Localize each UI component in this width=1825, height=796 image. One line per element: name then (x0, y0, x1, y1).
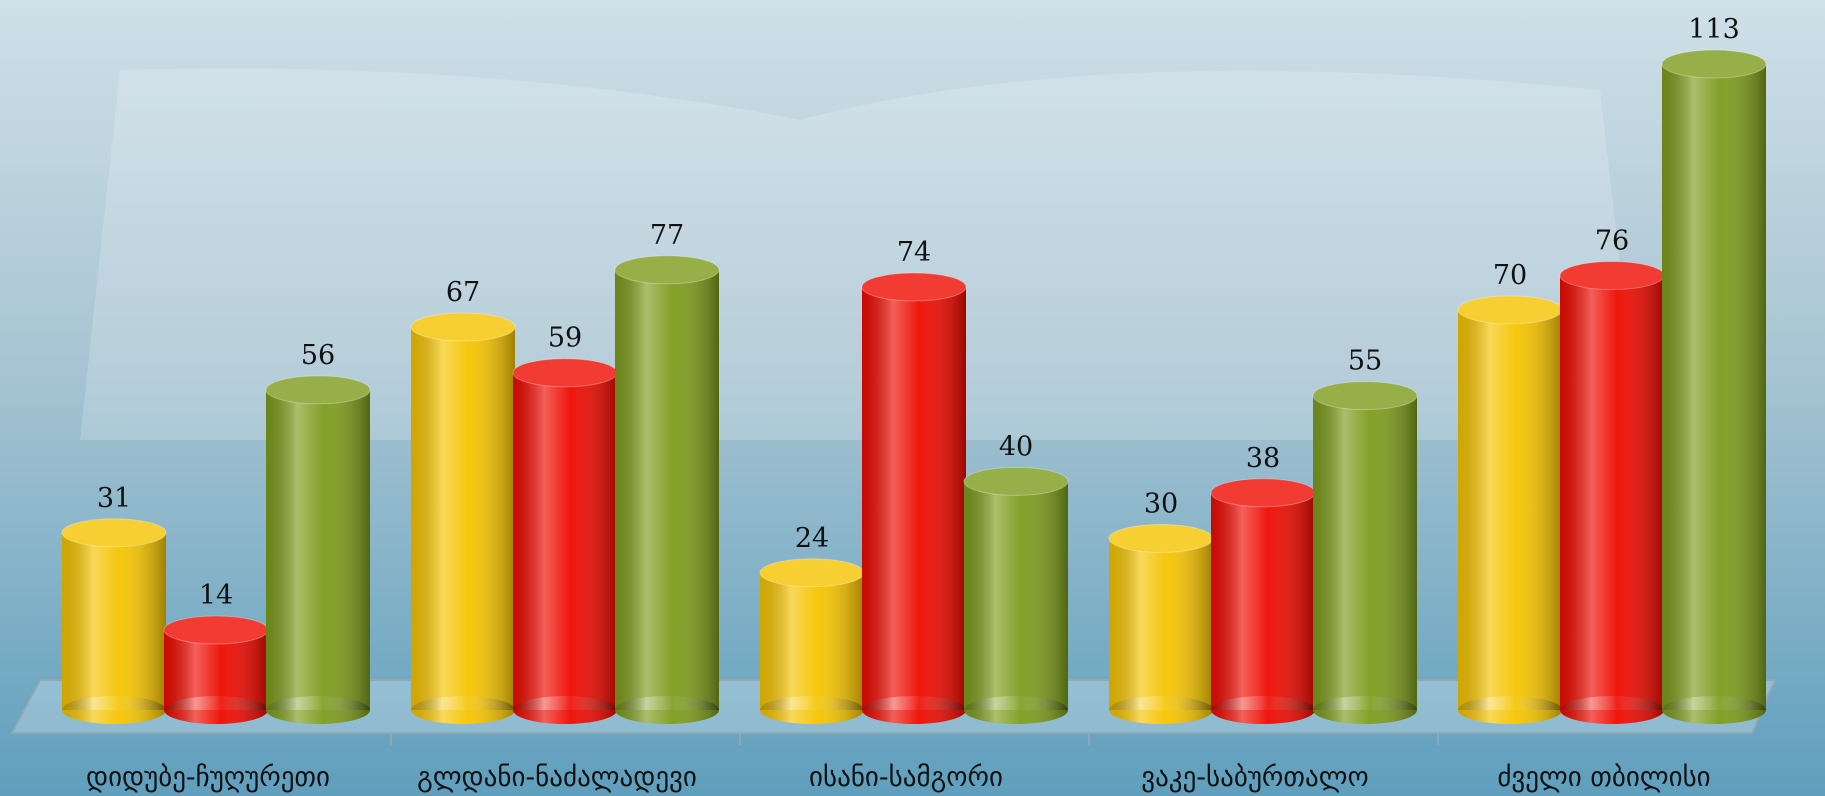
value-label: 30 (1144, 488, 1178, 519)
cylinder-base-shade (1109, 696, 1213, 724)
value-label: 38 (1246, 443, 1280, 474)
cylinder-top (861, 272, 967, 302)
cylinder-base-shade (164, 696, 268, 724)
cylinder-base-shade (62, 696, 166, 724)
cylinder-top-shine (1211, 478, 1315, 507)
value-label: 70 (1493, 260, 1527, 291)
x-tick-label: ისანი-სამგორი (809, 762, 1003, 793)
x-tick-label: ძველი თბილისი (1497, 762, 1710, 793)
cylinder-shade (266, 389, 370, 710)
cylinder-top-shine (964, 467, 1068, 496)
cylinder-top (614, 255, 720, 285)
cylinder-top (410, 312, 516, 342)
cylinder-base-shade (266, 696, 370, 724)
cylinder-top (1312, 381, 1418, 411)
cylinder-top-shine (760, 558, 864, 587)
cylinder-base-shade (513, 696, 617, 724)
cylinder-top-shine (1109, 524, 1213, 553)
cylinder-base-shade (1662, 696, 1766, 724)
cylinder-base-shade (615, 696, 719, 724)
value-label: 56 (301, 340, 335, 371)
value-label: 55 (1348, 346, 1382, 377)
cylinder-top-shine (862, 272, 966, 301)
plot: 31 14 56 დიდუბე-ჩუღურეთი 67 59 77 გლდანი-ნაძალა… (61, 14, 1767, 793)
cylinder-shade (62, 532, 166, 710)
cylinder-top (963, 466, 1069, 496)
cylinder-shade (1211, 492, 1315, 710)
cylinder-top (265, 375, 371, 405)
cylinder-shade (1313, 395, 1417, 710)
value-label: 24 (795, 523, 829, 554)
cylinder-top-shine (615, 255, 719, 284)
cylinder-top-shine (62, 518, 166, 547)
cylinder-shade (1109, 538, 1213, 710)
cylinder-shade (862, 286, 966, 710)
cylinder-shade (513, 372, 617, 710)
cylinder-top-shine (1662, 50, 1766, 78)
value-label: 59 (548, 323, 582, 354)
x-tick-label: დიდუბე-ჩუღურეთი (86, 762, 330, 793)
value-label: 77 (650, 220, 684, 251)
cylinder-top-shine (266, 375, 370, 404)
cylinder-base-shade (1211, 696, 1315, 724)
value-label: 14 (199, 580, 233, 611)
cylinder-base-shade (1560, 696, 1664, 724)
cylinder-shade (411, 326, 515, 710)
cylinder-base-shade (964, 696, 1068, 724)
value-label: 40 (999, 431, 1033, 462)
cylinder-base-shade (1313, 696, 1417, 724)
cylinder-top (1661, 49, 1767, 79)
cylinder-top-shine (1560, 261, 1664, 290)
value-label: 74 (897, 237, 931, 268)
cylinder-top-shine (513, 358, 617, 387)
cylinder-top-shine (411, 312, 515, 341)
value-label: 31 (97, 483, 131, 514)
cylinder-top-shine (1313, 381, 1417, 410)
cylinder-base-shade (862, 696, 966, 724)
cylinder-shade (615, 269, 719, 710)
cylinder-shade (1458, 309, 1562, 710)
cylinder-top-shine (1458, 295, 1562, 324)
value-label: 76 (1595, 226, 1629, 257)
cylinder-base-shade (1458, 696, 1562, 724)
cylinder-top-shine (164, 615, 268, 644)
cylinder-base-shade (411, 696, 515, 724)
value-label: 113 (1688, 14, 1740, 45)
cylinder-top (61, 518, 167, 548)
cylinder-shade (964, 481, 1068, 710)
x-tick-label: გლდანი-ნაძალადევი (417, 762, 697, 793)
value-label: 67 (446, 277, 480, 308)
cylinder-shade (760, 572, 864, 710)
cylinder-base-shade (760, 696, 864, 724)
x-tick-label: ვაკე-საბურთალო (1141, 762, 1368, 793)
cylinder-shade (1662, 64, 1766, 710)
cylinder-shade (1560, 275, 1664, 710)
